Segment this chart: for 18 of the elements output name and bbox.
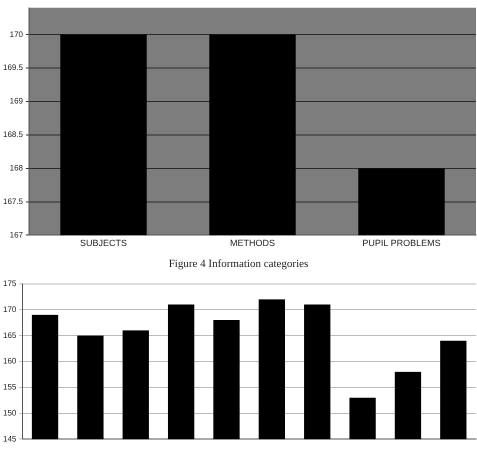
y-tick-label: 168 <box>10 164 24 173</box>
y-tick-label: 165 <box>2 330 17 340</box>
y-tick-label: 169 <box>10 96 24 106</box>
x-tick-label: PUPIL PROBLEMS <box>362 238 441 248</box>
y-tick-label: 150 <box>2 408 17 418</box>
y-tick-label: 170 <box>2 304 17 314</box>
caption: Figure 4 Information categories <box>168 257 310 272</box>
y-tick-label: 155 <box>2 382 17 392</box>
y-tick-label: 169.5 <box>2 63 24 72</box>
y-tick-label: 160 <box>2 356 17 366</box>
x-tick-label: METHODS <box>230 238 276 248</box>
y-tick-label: 168.5 <box>2 130 24 140</box>
y-tick-label: 170 <box>10 30 24 39</box>
y-tick-label: 145 <box>2 434 17 444</box>
y-tick-label: 167 <box>10 230 24 240</box>
y-tick-label: 167.5 <box>2 196 24 206</box>
y-tick-label: 175 <box>2 279 17 288</box>
x-tick-label: SUBJECTS <box>80 238 128 248</box>
